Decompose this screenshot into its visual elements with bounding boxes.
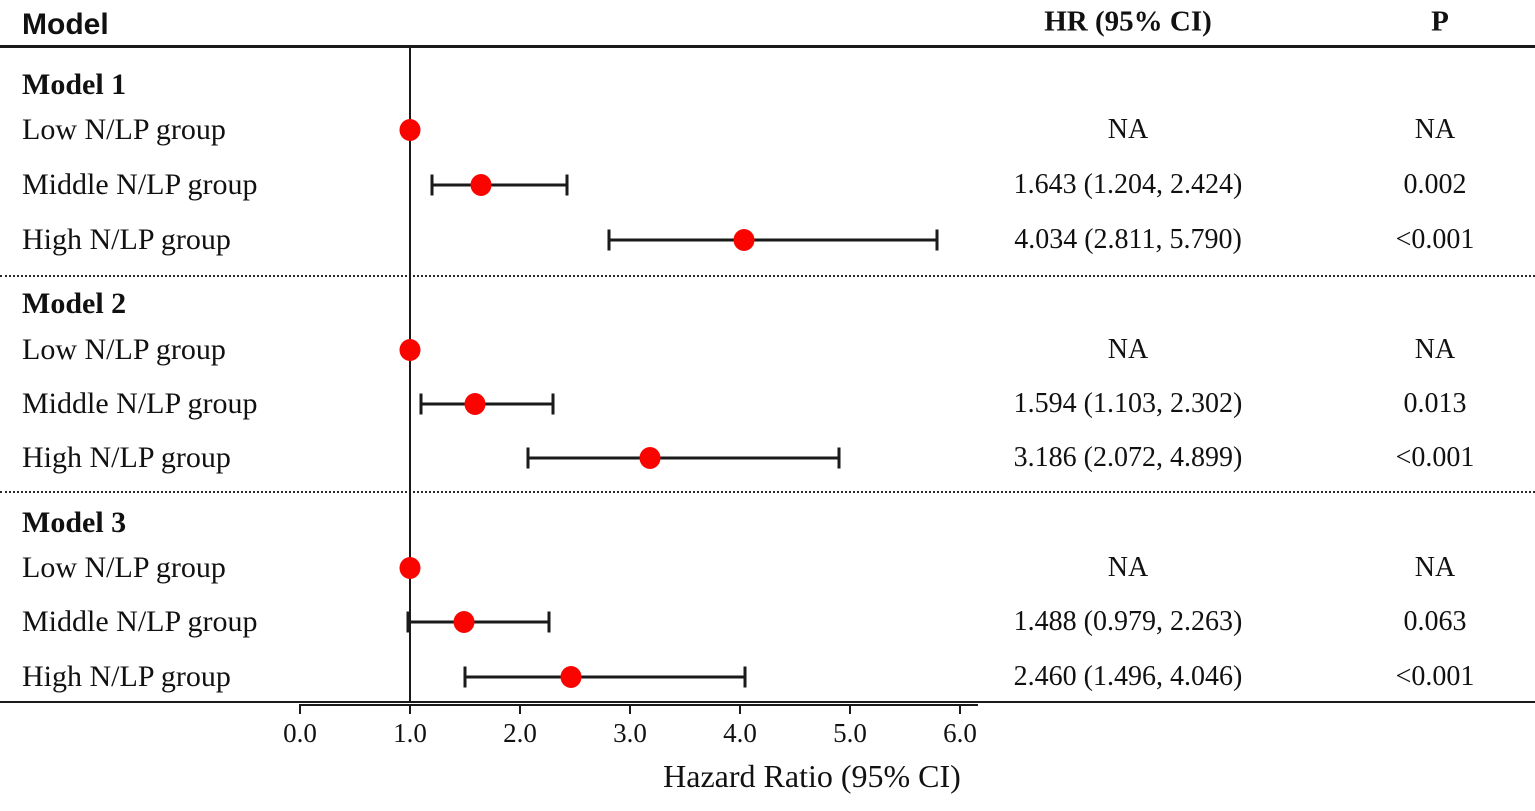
hr-ci-value: NA	[1107, 114, 1149, 145]
group-title: Model 1	[22, 68, 127, 101]
row-label: Low N/LP group	[22, 551, 226, 584]
hr-point-marker	[470, 174, 492, 196]
hr-point-marker	[399, 557, 421, 579]
x-axis-tick	[629, 704, 631, 714]
p-value: NA	[1414, 114, 1456, 145]
row-label: Middle N/LP group	[22, 168, 258, 201]
x-axis-line	[300, 704, 978, 706]
row-label: High N/LP group	[22, 660, 231, 693]
ci-cap-right	[551, 393, 555, 415]
hr-point-marker	[639, 447, 661, 469]
ci-bar	[609, 238, 937, 242]
ci-cap-right	[565, 174, 569, 196]
p-value: NA	[1414, 552, 1456, 583]
hr-point-marker	[453, 611, 475, 633]
row-label: High N/LP group	[22, 441, 231, 474]
hr-ci-value: 1.594 (1.103, 2.302)	[1013, 388, 1243, 419]
hr-ci-value: 4.034 (2.811, 5.790)	[1014, 224, 1242, 255]
bottom-rule	[0, 701, 1535, 703]
ci-bar	[464, 675, 746, 679]
hr-ci-value: 3.186 (2.072, 4.899)	[1013, 442, 1243, 473]
x-axis-tick	[849, 704, 851, 714]
row-label: Low N/LP group	[22, 113, 226, 146]
x-axis-tick-label: 4.0	[723, 718, 757, 748]
x-axis-tick-label: 1.0	[393, 718, 427, 748]
column-header-p: P	[1431, 5, 1449, 38]
x-axis-tick	[959, 704, 961, 714]
ci-bar	[407, 620, 549, 624]
row-label: High N/LP group	[22, 223, 231, 256]
ci-cap-right	[837, 447, 841, 469]
ci-bar	[527, 456, 839, 460]
x-axis-tick	[519, 704, 521, 714]
p-value: <0.001	[1395, 661, 1475, 692]
ci-cap-left	[463, 666, 467, 688]
group-title: Model 3	[22, 506, 127, 539]
hr-ci-value: 1.643 (1.204, 2.424)	[1013, 169, 1243, 200]
x-axis-title: Hazard Ratio (95% CI)	[663, 758, 961, 794]
hr-ci-value: NA	[1107, 334, 1149, 365]
x-axis-tick	[739, 704, 741, 714]
row-label: Middle N/LP group	[22, 605, 258, 638]
ci-cap-left	[419, 393, 423, 415]
hr-point-marker	[399, 119, 421, 141]
hr-point-marker	[733, 229, 755, 251]
hr-ci-value: 2.460 (1.496, 4.046)	[1013, 661, 1243, 692]
hr-point-marker	[560, 666, 582, 688]
ci-cap-left	[607, 229, 611, 251]
x-axis-tick-label: 0.0	[283, 718, 317, 748]
ci-cap-left	[526, 447, 530, 469]
p-value: 0.013	[1403, 388, 1467, 419]
hr-point-marker	[399, 339, 421, 361]
p-value: 0.002	[1403, 169, 1467, 200]
ci-cap-left	[430, 174, 434, 196]
group-separator-1	[0, 275, 1535, 277]
row-label: Low N/LP group	[22, 333, 226, 366]
reference-line	[409, 48, 411, 703]
column-header-model: Model	[22, 8, 109, 41]
x-axis-tick-label: 6.0	[943, 718, 977, 748]
ci-bar	[421, 402, 554, 406]
x-axis-tick-label: 5.0	[833, 718, 867, 748]
group-separator-2	[0, 491, 1535, 493]
x-axis-tick	[299, 704, 301, 714]
row-label: Middle N/LP group	[22, 387, 258, 420]
top-rule	[0, 45, 1535, 48]
hr-ci-value: 1.488 (0.979, 2.263)	[1013, 606, 1243, 637]
p-value: <0.001	[1395, 224, 1475, 255]
x-axis-tick	[409, 704, 411, 714]
ci-cap-right	[935, 229, 939, 251]
ci-cap-right	[743, 666, 747, 688]
group-title: Model 2	[22, 287, 127, 320]
column-header-hr: HR (95% CI)	[1044, 5, 1212, 38]
ci-cap-right	[547, 611, 551, 633]
hr-ci-value: NA	[1107, 552, 1149, 583]
p-value: NA	[1414, 334, 1456, 365]
x-axis-tick-label: 3.0	[613, 718, 647, 748]
ci-bar	[432, 183, 567, 187]
p-value: <0.001	[1395, 442, 1475, 473]
ci-cap-left	[406, 611, 410, 633]
p-value: 0.063	[1403, 606, 1467, 637]
x-axis-tick-label: 2.0	[503, 718, 537, 748]
hr-point-marker	[464, 393, 486, 415]
